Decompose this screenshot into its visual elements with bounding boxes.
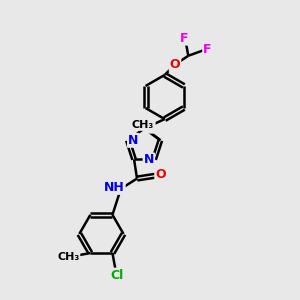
Text: N: N (128, 134, 138, 147)
Text: NH: NH (104, 181, 125, 194)
Text: Cl: Cl (110, 268, 124, 282)
Text: F: F (180, 32, 188, 45)
Text: O: O (170, 58, 180, 71)
Text: N: N (144, 154, 154, 166)
Text: F: F (203, 44, 212, 56)
Text: CH₃: CH₃ (57, 253, 80, 262)
Text: O: O (155, 168, 166, 181)
Text: CH₃: CH₃ (132, 120, 154, 130)
Text: N: N (144, 120, 154, 133)
